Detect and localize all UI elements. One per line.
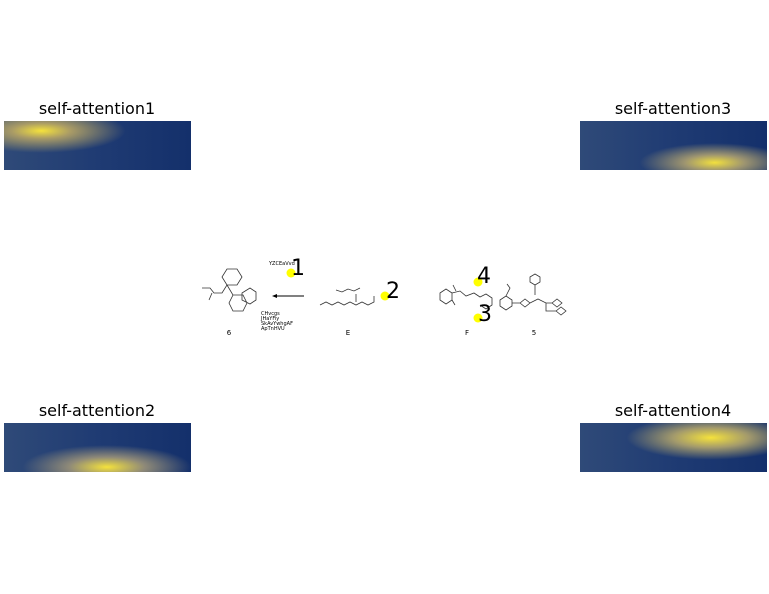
panel-title: self-attention2 [39, 401, 155, 420]
reaction: YZCEaVvd CHvcgs JHaYFiy SkAvYwhgAF ApTnH… [202, 261, 567, 337]
compound-label: F [465, 329, 469, 337]
marker-dot [380, 291, 390, 301]
molecule [439, 284, 493, 310]
marker-dot [286, 268, 296, 278]
marker-label: 4 [477, 264, 491, 289]
panel-title: self-attention1 [39, 99, 155, 118]
condition: SkAvYwhgAF [261, 321, 293, 327]
molecule [319, 287, 375, 306]
arrow-head [272, 294, 277, 298]
marker-label: 2 [386, 279, 400, 304]
heatmap-highlight [4, 423, 191, 472]
reagent: YZCEaVvd [268, 261, 295, 267]
molecule [499, 273, 567, 316]
marker-label: 1 [291, 256, 305, 281]
heatmaps [4, 121, 767, 472]
panel-title: self-attention4 [615, 401, 731, 420]
condition: JHaYFiy [260, 316, 279, 322]
marker-label: 3 [478, 302, 492, 327]
compound-label: E [346, 329, 350, 337]
condition: CHvcgs [261, 311, 280, 317]
compound-label: 5 [532, 329, 536, 337]
panel-title: self-attention3 [615, 99, 731, 118]
markers: 1 2 3 4 [286, 256, 492, 327]
molecule [202, 268, 257, 312]
compound-label: 6 [227, 329, 232, 337]
heatmap-highlight [4, 121, 191, 170]
heatmap-highlight [580, 423, 767, 472]
marker-dot [473, 313, 483, 323]
marker-dot [473, 277, 483, 287]
heatmap-highlight [580, 121, 767, 170]
condition: ApTnHVU [261, 326, 285, 332]
